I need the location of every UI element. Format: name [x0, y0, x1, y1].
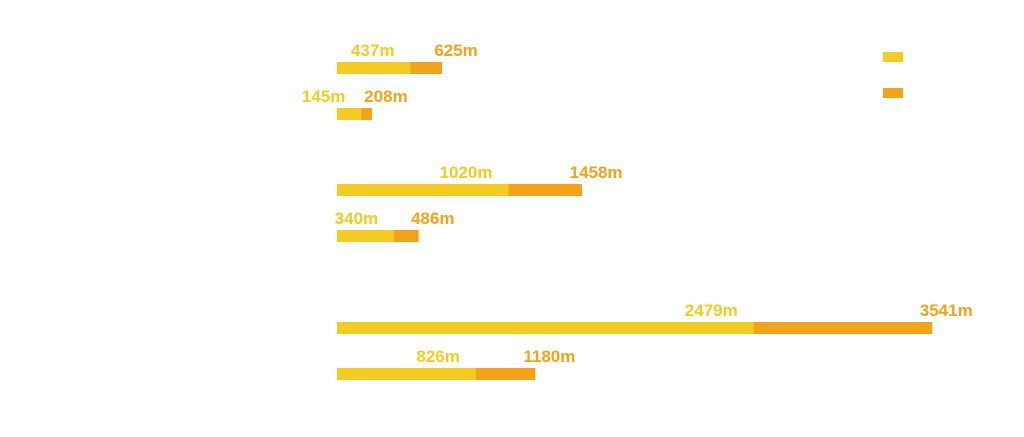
label-inner-5: 826m [416, 347, 459, 366]
bar-inner-4 [337, 322, 754, 334]
label-inner-2: 1020m [440, 163, 493, 182]
bar-inner-5 [337, 368, 476, 380]
bar-inner-0 [337, 62, 411, 74]
bar-inner-1 [337, 108, 362, 120]
legend-swatch-0 [883, 52, 903, 62]
label-outer-4: 3541m [920, 301, 973, 320]
bar-inner-2 [337, 184, 509, 196]
label-outer-2: 1458m [570, 163, 623, 182]
legend [883, 52, 903, 98]
label-outer-0: 625m [434, 41, 477, 60]
label-outer-3: 486m [411, 209, 454, 228]
label-inner-3: 340m [335, 209, 378, 228]
bar-inner-3 [337, 230, 395, 242]
legend-swatch-1 [883, 88, 903, 98]
label-inner-1: 145m [302, 87, 345, 106]
label-inner-4: 2479m [685, 301, 738, 320]
label-inner-0: 437m [351, 41, 394, 60]
label-outer-5: 1180m [523, 347, 575, 366]
label-outer-1: 208m [364, 87, 407, 106]
bars-group: 437m 625m 145m 208m 1020m 1458m 340m 486m 2479m 3… [302, 41, 973, 380]
